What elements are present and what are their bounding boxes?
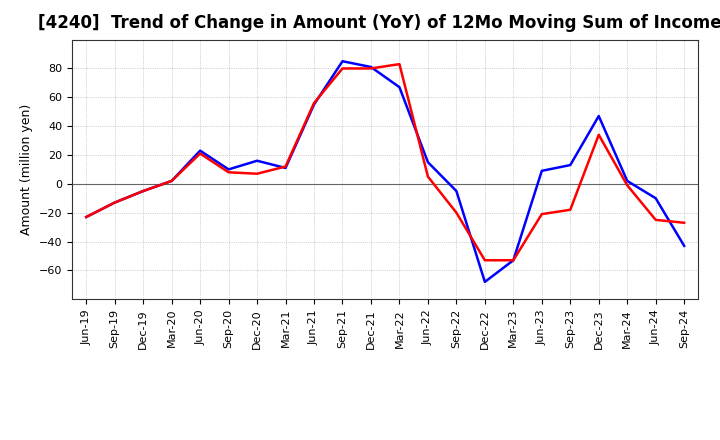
Ordinary Income [595, 114, 603, 119]
Ordinary Income [167, 178, 176, 183]
Net Income [139, 188, 148, 194]
Net Income [282, 164, 290, 169]
Ordinary Income [537, 168, 546, 173]
Net Income [310, 100, 318, 106]
Ordinary Income [139, 188, 148, 194]
Line: Net Income: Net Income [86, 64, 684, 260]
Net Income [480, 258, 489, 263]
Ordinary Income [338, 59, 347, 64]
Y-axis label: Amount (million yen): Amount (million yen) [20, 104, 33, 235]
Net Income [566, 207, 575, 213]
Ordinary Income [623, 178, 631, 183]
Ordinary Income [423, 160, 432, 165]
Ordinary Income [366, 64, 375, 70]
Ordinary Income [82, 214, 91, 220]
Ordinary Income [110, 200, 119, 205]
Ordinary Income [310, 102, 318, 107]
Ordinary Income [225, 167, 233, 172]
Ordinary Income [282, 165, 290, 171]
Title: [4240]  Trend of Change in Amount (YoY) of 12Mo Moving Sum of Incomes: [4240] Trend of Change in Amount (YoY) o… [38, 15, 720, 33]
Net Income [82, 214, 91, 220]
Net Income [253, 171, 261, 176]
Ordinary Income [253, 158, 261, 163]
Ordinary Income [196, 148, 204, 153]
Ordinary Income [509, 258, 518, 263]
Net Income [595, 132, 603, 137]
Net Income [338, 66, 347, 71]
Net Income [395, 62, 404, 67]
Net Income [167, 178, 176, 183]
Ordinary Income [480, 279, 489, 285]
Net Income [652, 217, 660, 223]
Net Income [225, 170, 233, 175]
Ordinary Income [680, 243, 688, 249]
Net Income [423, 174, 432, 179]
Net Income [452, 210, 461, 215]
Net Income [110, 200, 119, 205]
Net Income [196, 151, 204, 156]
Net Income [537, 212, 546, 217]
Line: Ordinary Income: Ordinary Income [86, 61, 684, 282]
Ordinary Income [395, 84, 404, 90]
Ordinary Income [452, 188, 461, 194]
Ordinary Income [566, 162, 575, 168]
Net Income [509, 258, 518, 263]
Ordinary Income [652, 196, 660, 201]
Net Income [623, 183, 631, 188]
Net Income [680, 220, 688, 225]
Net Income [366, 66, 375, 71]
